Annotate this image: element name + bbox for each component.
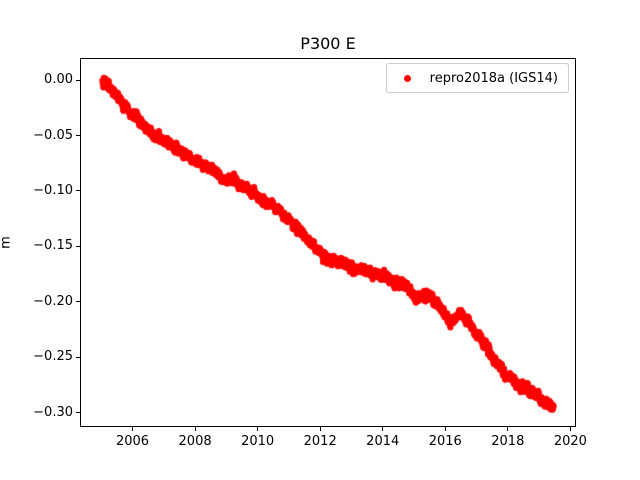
x-tick-label: 2014 — [366, 434, 400, 449]
legend: repro2018a (IGS14) — [385, 63, 569, 93]
x-tick-mark — [444, 427, 446, 431]
y-tick-mark — [76, 79, 80, 81]
x-tick-mark — [319, 427, 321, 431]
x-tick-mark — [382, 427, 384, 431]
legend-label: repro2018a (IGS14) — [429, 70, 558, 86]
y-tick-label: −0.30 — [33, 404, 73, 420]
y-tick-label: 0.00 — [44, 72, 73, 88]
chart-title: P300 E — [300, 34, 356, 53]
legend-marker-dot — [403, 74, 411, 82]
y-tick-mark — [76, 412, 80, 414]
y-tick-label: −0.20 — [33, 293, 73, 309]
x-tick-mark — [507, 427, 509, 431]
scatter-series-canvas — [81, 59, 575, 426]
x-tick-mark — [257, 427, 259, 431]
x-tick-label: 2006 — [115, 434, 150, 449]
y-tick-mark — [76, 301, 80, 303]
y-tick-label: −0.05 — [33, 127, 73, 143]
x-tick-label: 2018 — [491, 434, 525, 449]
y-tick-label: −0.10 — [33, 182, 73, 198]
x-tick-label: 2016 — [428, 434, 462, 449]
x-tick-mark — [194, 427, 196, 431]
y-tick-label: −0.15 — [33, 238, 73, 254]
y-tick-mark — [76, 135, 80, 137]
y-tick-label: −0.25 — [33, 349, 73, 365]
x-tick-label: 2012 — [303, 434, 337, 449]
x-tick-mark — [569, 427, 571, 431]
y-tick-mark — [76, 190, 80, 192]
y-tick-mark — [76, 245, 80, 247]
y-tick-mark — [76, 356, 80, 358]
x-tick-label: 2010 — [241, 434, 275, 449]
x-tick-label: 2020 — [553, 434, 587, 449]
x-tick-label: 2008 — [178, 434, 212, 449]
x-tick-mark — [132, 427, 134, 431]
plot-area: repro2018a (IGS14) — [80, 58, 576, 427]
